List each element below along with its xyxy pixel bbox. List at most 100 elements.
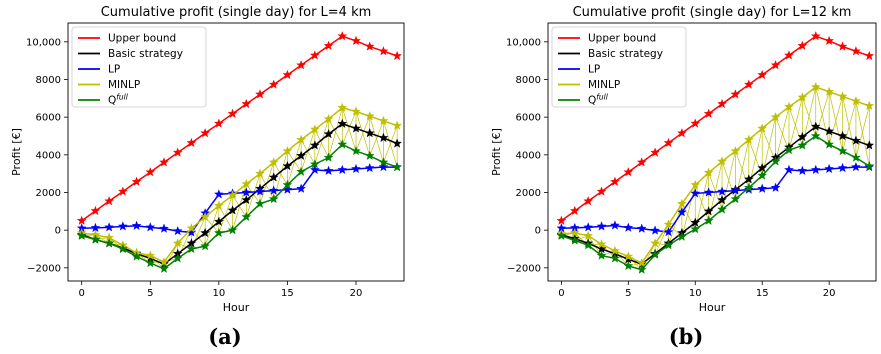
data-point-star xyxy=(757,170,768,180)
hatch-line xyxy=(369,120,384,156)
chart-panel-2: Cumulative profit (single day) for L=12 … xyxy=(490,5,877,314)
data-point-star xyxy=(392,120,403,130)
legend-item-lp: LP xyxy=(558,64,600,76)
data-point-star xyxy=(309,50,320,60)
data-point-star xyxy=(200,127,211,138)
data-point-star xyxy=(784,101,794,111)
series-line xyxy=(561,125,870,265)
data-point-star xyxy=(663,240,674,250)
data-point-star xyxy=(200,227,211,238)
data-point-star xyxy=(337,31,348,41)
y-tick-label: −2000 xyxy=(27,263,61,274)
legend-label: MINLP xyxy=(108,79,140,91)
series-line xyxy=(561,166,870,233)
hatch-line xyxy=(314,118,329,165)
data-point-star xyxy=(159,263,169,273)
data-point-star xyxy=(131,251,142,261)
data-point-star xyxy=(378,46,389,56)
data-point-star xyxy=(241,187,252,197)
data-point-star xyxy=(690,118,701,128)
data-point-star xyxy=(309,164,320,175)
data-point-star xyxy=(784,164,794,175)
data-point-star xyxy=(392,138,403,148)
data-point-star xyxy=(76,215,87,225)
x-tick-label: 5 xyxy=(147,288,153,299)
data-point-star xyxy=(282,69,293,80)
data-point-star xyxy=(610,245,620,256)
data-point-star xyxy=(743,174,754,184)
legend-label-superscript: full xyxy=(116,93,128,102)
data-point-star xyxy=(610,220,620,230)
data-point-star xyxy=(309,124,320,134)
data-point-star xyxy=(172,147,183,157)
series-upper-bound xyxy=(556,31,875,225)
legend-label: MINLP xyxy=(588,79,620,91)
data-point-star xyxy=(636,223,647,233)
hatched-band xyxy=(561,86,870,270)
hatch-line xyxy=(383,125,398,163)
data-point-star xyxy=(200,240,211,251)
data-point-star xyxy=(650,238,661,248)
hatch-line xyxy=(828,96,843,145)
data-point-star xyxy=(351,106,361,116)
data-point-star xyxy=(797,40,808,50)
data-point-star xyxy=(717,156,727,166)
data-point-star xyxy=(241,194,252,205)
data-point-star xyxy=(864,50,875,61)
data-point-star xyxy=(810,164,821,175)
legend-item-upper: Upper bound xyxy=(78,33,176,45)
data-point-star xyxy=(623,166,634,177)
data-point-star xyxy=(596,186,607,196)
data-point-star xyxy=(837,91,848,101)
legend-label-base: Q xyxy=(108,95,116,107)
data-point-star xyxy=(663,137,674,148)
hatch-line xyxy=(328,107,343,158)
y-tick-label: 0 xyxy=(535,226,541,237)
data-point-star xyxy=(296,183,307,193)
y-tick-label: 4000 xyxy=(36,150,61,161)
data-point-star xyxy=(268,193,279,204)
y-tick-label: 6000 xyxy=(516,113,541,124)
data-point-star xyxy=(797,131,808,142)
data-point-star xyxy=(730,193,741,204)
data-point-star xyxy=(282,160,293,171)
data-point-star xyxy=(351,163,361,174)
chart-panel-1: Cumulative profit (single day) for L=4 k… xyxy=(10,5,405,314)
series-q-full xyxy=(556,130,875,274)
data-point-star xyxy=(864,160,875,171)
hatch-line xyxy=(287,139,302,186)
legend-item-basic: Basic strategy xyxy=(78,48,183,60)
series-lp xyxy=(556,161,875,237)
data-point-star xyxy=(323,40,334,50)
data-point-star xyxy=(850,46,861,56)
data-point-star xyxy=(556,215,567,225)
data-point-star xyxy=(145,257,156,268)
data-point-star xyxy=(145,222,156,232)
data-point-star xyxy=(663,219,674,229)
data-point-star xyxy=(159,223,169,233)
data-point-star xyxy=(583,222,594,232)
data-point-star xyxy=(623,222,634,232)
data-point-star xyxy=(351,35,361,46)
data-point-star xyxy=(770,111,781,122)
legend-box xyxy=(551,26,687,108)
data-point-star xyxy=(213,227,224,238)
legend-label: Qfull xyxy=(108,93,129,107)
data-point-star xyxy=(850,152,861,162)
data-point-star xyxy=(636,264,647,274)
data-point-star xyxy=(757,123,768,133)
data-point-star xyxy=(784,144,794,155)
legend-box xyxy=(71,26,207,108)
data-point-star xyxy=(296,166,307,176)
hatch-line xyxy=(218,195,233,234)
data-point-star xyxy=(797,165,808,176)
hatch-line xyxy=(259,173,275,200)
data-point-star xyxy=(850,135,861,145)
x-tick-label: 15 xyxy=(281,288,294,299)
x-axis-label: Hour xyxy=(223,301,250,314)
data-point-star xyxy=(90,234,101,244)
axes-frame xyxy=(547,22,877,282)
data-point-star xyxy=(309,140,320,150)
data-point-star xyxy=(583,230,594,240)
data-point-star xyxy=(717,194,727,205)
